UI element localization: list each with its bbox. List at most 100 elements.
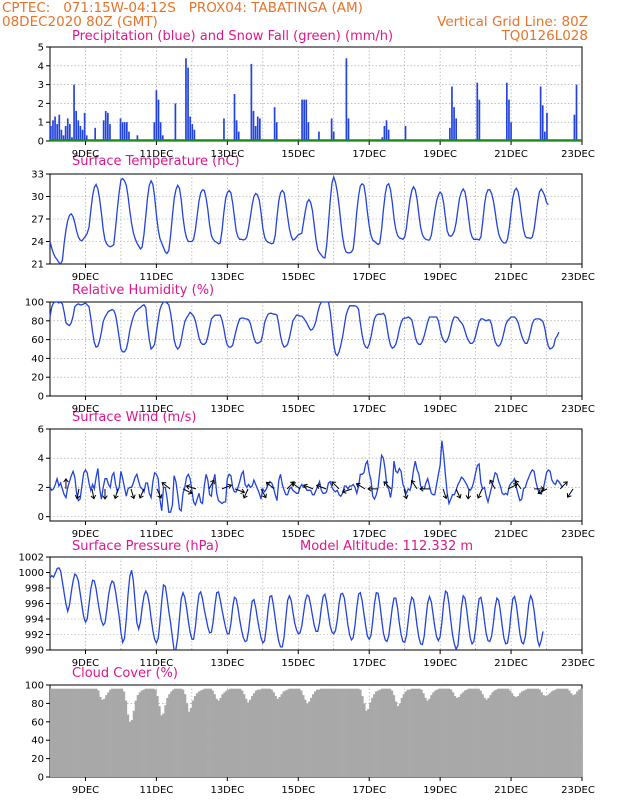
- cloud-bar: [178, 688, 181, 777]
- precip-bar: [347, 118, 350, 141]
- x-tick-label: 11DEC: [140, 272, 174, 283]
- cloud-bar: [449, 689, 453, 777]
- cloud-bar: [396, 706, 400, 777]
- cloud-bar: [418, 688, 421, 777]
- cloud-bar: [337, 688, 340, 777]
- cloud-bar: [122, 691, 126, 777]
- x-tick-label: 21DEC: [494, 529, 528, 540]
- wind-arrow-shaft: [537, 488, 548, 494]
- cloud-bar: [152, 688, 155, 777]
- cloud-bar: [369, 702, 372, 777]
- cloud-bar: [422, 693, 425, 777]
- precip-title: Precipitation (blue) and Snow Fall (gree…: [72, 29, 394, 44]
- cloud-bar: [331, 688, 335, 777]
- precip-bar: [250, 63, 253, 141]
- precip-bar: [58, 114, 61, 141]
- precip-bar: [510, 122, 512, 141]
- x-tick-label: 21DEC: [494, 658, 528, 669]
- precip-bar: [256, 116, 259, 141]
- precip-bar: [189, 116, 192, 141]
- cloud-bar: [394, 701, 398, 777]
- header-code: TQ0126L028: [501, 28, 588, 44]
- wind-arrow-shaft: [156, 488, 162, 499]
- y-tick-label: 60: [31, 717, 44, 728]
- wind-arrow-head: [410, 479, 416, 485]
- cloud-bar: [156, 696, 159, 777]
- cloud-bar: [440, 688, 443, 777]
- cloud-bar: [459, 694, 463, 777]
- cloud-bar: [335, 688, 338, 777]
- wind-arrow-shaft: [291, 482, 301, 490]
- x-tick-label: 9DEC: [72, 785, 99, 796]
- precip-bar: [191, 124, 194, 141]
- cloud-bar: [65, 688, 69, 777]
- cloud-bar: [213, 694, 216, 777]
- cloud-bar: [193, 696, 197, 777]
- cloud-bar: [530, 688, 534, 777]
- precip-bar: [539, 86, 542, 141]
- wind-arrow-head: [442, 494, 448, 500]
- x-tick-label: 13DEC: [210, 529, 244, 540]
- x-tick-label: 11DEC: [140, 529, 174, 540]
- wind-arrow-head: [465, 495, 472, 500]
- cloud-bar: [408, 689, 411, 777]
- cloud-bar: [109, 689, 112, 777]
- y-tick-label: 27: [31, 215, 44, 226]
- header-grid-line: Vertical Grid Line: 80Z: [437, 14, 588, 30]
- cloud-bar: [339, 688, 342, 777]
- precip-bar: [307, 122, 310, 141]
- cloud-bar: [197, 691, 201, 777]
- cloud-bar: [89, 688, 92, 777]
- cloud-bar: [392, 695, 396, 777]
- precip-bar: [104, 110, 107, 141]
- y-tick-label: 60: [31, 335, 44, 346]
- cloud-bar: [503, 688, 506, 777]
- precip-bar: [109, 124, 111, 141]
- precip-bar: [94, 127, 97, 141]
- cloud-bar: [546, 695, 549, 777]
- cloud-bar: [457, 696, 461, 777]
- cloud-bar: [343, 688, 346, 777]
- cloud-bar: [63, 688, 67, 777]
- x-tick-label: 23DEC: [561, 529, 595, 540]
- wind-arrow-shaft: [455, 488, 461, 499]
- x-tick-label: 19DEC: [423, 149, 457, 160]
- precip-bar: [273, 107, 276, 141]
- wind-arrow-head: [157, 493, 163, 499]
- x-tick-label: 15DEC: [281, 785, 315, 796]
- cloud-bar: [515, 696, 518, 777]
- cloud-bar: [302, 695, 305, 777]
- cloud-bar: [319, 688, 323, 777]
- cloud-bar: [414, 688, 417, 777]
- cloud-bar: [158, 706, 161, 777]
- x-tick-label: 11DEC: [140, 404, 174, 415]
- cloud-bar: [560, 688, 563, 777]
- precip-bar: [66, 118, 69, 141]
- wind-arrow-shaft: [442, 488, 447, 499]
- cloud-bar: [327, 688, 331, 777]
- cloud-bar: [550, 691, 553, 777]
- cloud-bar: [406, 689, 409, 777]
- cloud-bar: [524, 689, 528, 777]
- cloud-bar: [321, 688, 325, 777]
- cloud-bar: [233, 688, 236, 777]
- wind-arrow-shaft: [411, 480, 418, 490]
- cloud-bar: [138, 692, 141, 777]
- cloud-bar: [166, 697, 169, 777]
- y-tick-label: 80: [31, 316, 44, 327]
- cloud-bar: [451, 692, 455, 777]
- x-tick-label: 17DEC: [352, 404, 386, 415]
- cloud-bar: [359, 689, 362, 777]
- wind-arrow-shaft: [114, 488, 119, 499]
- precip-bar: [123, 122, 126, 141]
- precip-bar: [64, 125, 67, 141]
- cloud-bar: [118, 688, 122, 777]
- cloud-bar: [101, 699, 104, 777]
- cloud-bar: [479, 690, 482, 777]
- cloud-bar: [116, 688, 120, 777]
- wind-arrow-shaft: [477, 488, 483, 499]
- cloud-bar: [203, 688, 206, 777]
- y-tick-label: 1: [38, 118, 44, 129]
- y-tick-label: 33: [31, 170, 44, 181]
- cloud-bar: [329, 688, 333, 777]
